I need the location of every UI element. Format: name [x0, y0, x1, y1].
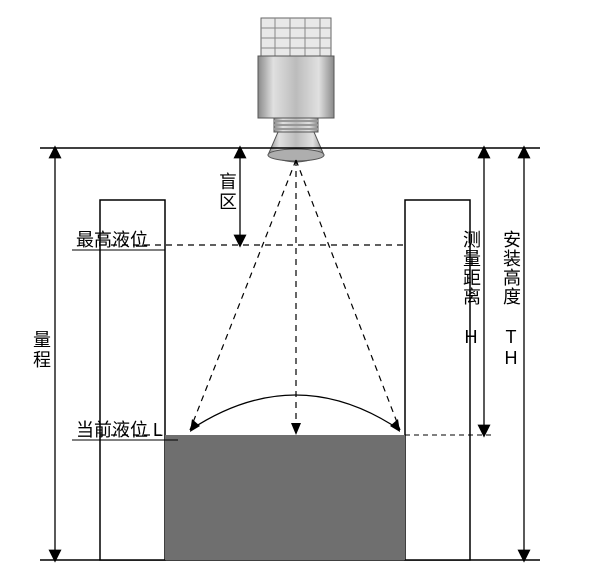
- label-measure: 测量距离 H: [458, 230, 484, 348]
- beam-arrowheads: [190, 419, 400, 435]
- label-max-level: 最高液位: [76, 226, 148, 252]
- sensor: [258, 18, 334, 162]
- label-current-level: 当前液位 L: [76, 416, 163, 442]
- label-range: 量程: [28, 330, 54, 370]
- label-install: 安装高度 TH: [498, 230, 524, 369]
- label-blind: 盲区: [214, 172, 240, 212]
- liquid: [165, 435, 405, 560]
